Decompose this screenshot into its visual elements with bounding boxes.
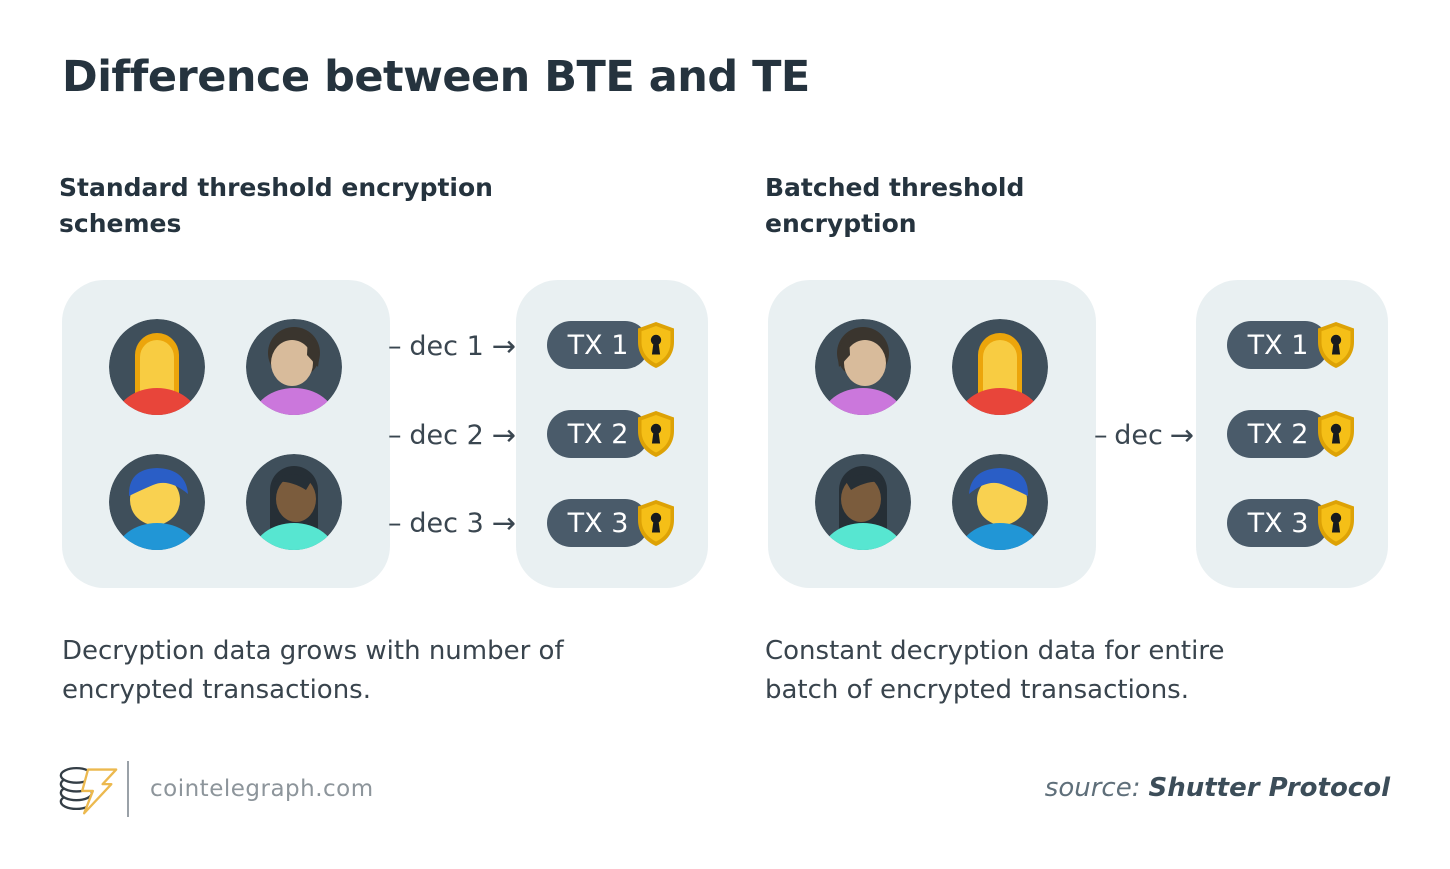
shield-lock-icon <box>1318 411 1354 457</box>
source-label: source: <box>1044 773 1141 803</box>
left-section-heading: Standard threshold encryption schemes <box>59 173 493 238</box>
dec-label: dec 2 <box>409 419 484 451</box>
site-url: cointelegraph.com <box>150 776 374 802</box>
dec-dash: – <box>388 507 402 539</box>
tx-pill-2: TX 2 <box>1227 410 1354 458</box>
shield-lock-icon <box>1318 322 1354 368</box>
dec-dash: – <box>388 419 402 451</box>
dec-dash: – <box>1094 419 1108 451</box>
avatar-blue-hair-man-icon <box>109 454 205 550</box>
dec-label: dec 3 <box>409 507 484 539</box>
dec-row-3: – dec 3 → <box>388 505 516 541</box>
dec-dash: – <box>388 330 402 362</box>
avatar-brunette-woman-icon <box>246 319 342 415</box>
shield-lock-icon <box>1318 500 1354 546</box>
avatar-dark-hair-woman-icon <box>246 454 342 550</box>
shield-lock-icon <box>638 411 674 457</box>
tx-pill-1: TX 1 <box>547 321 674 369</box>
avatar-blonde-woman-icon <box>952 319 1048 415</box>
right-arrow-icon: → <box>491 506 516 540</box>
tx-label: TX 3 <box>567 507 629 539</box>
cointelegraph-logo-icon <box>59 766 118 815</box>
dec-row-batched: – dec → <box>1094 417 1194 453</box>
shield-lock-icon <box>638 500 674 546</box>
left-participants-panel <box>62 280 390 588</box>
lightning-bolt-icon <box>81 768 118 815</box>
right-participants-panel <box>768 280 1096 588</box>
tx-label: TX 2 <box>567 418 629 450</box>
avatar-brunette-woman-icon <box>815 319 911 415</box>
tx-label: TX 2 <box>1247 418 1309 450</box>
tx-pill-2: TX 2 <box>547 410 674 458</box>
tx-pill-1: TX 1 <box>1227 321 1354 369</box>
dec-label: dec 1 <box>409 330 484 362</box>
avatar-blonde-woman-icon <box>109 319 205 415</box>
source-credit: source: Shutter Protocol <box>1045 773 1390 803</box>
tx-label: TX 3 <box>1247 507 1309 539</box>
dec-label: dec <box>1114 419 1163 451</box>
tx-pill-3: TX 3 <box>547 499 674 547</box>
tx-pill-3: TX 3 <box>1227 499 1354 547</box>
dec-row-2: – dec 2 → <box>388 417 516 453</box>
right-arrow-icon: → <box>1169 418 1194 452</box>
right-arrow-icon: → <box>491 418 516 452</box>
right-caption: Constant decryption data for entire batc… <box>765 636 1225 705</box>
right-arrow-icon: → <box>491 329 516 363</box>
tx-label: TX 1 <box>1247 329 1309 361</box>
left-caption: Decryption data grows with number of enc… <box>62 636 564 705</box>
right-transactions-panel: TX 1 TX 2 TX 3 <box>1196 280 1388 588</box>
avatar-dark-hair-woman-icon <box>815 454 911 550</box>
footer-divider <box>127 761 129 817</box>
avatar-blue-hair-man-icon <box>952 454 1048 550</box>
dec-row-1: – dec 1 → <box>388 328 516 364</box>
tx-label: TX 1 <box>567 329 629 361</box>
source-name: Shutter Protocol <box>1148 773 1390 803</box>
right-section-heading: Batched threshold encryption <box>765 173 1025 238</box>
left-transactions-panel: TX 1 TX 2 TX 3 <box>516 280 708 588</box>
shield-lock-icon <box>638 322 674 368</box>
page-title: Difference between BTE and TE <box>62 52 810 102</box>
